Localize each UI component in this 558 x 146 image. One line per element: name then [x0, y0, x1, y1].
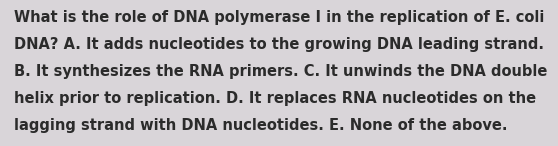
Text: DNA? A. It adds nucleotides to the growing DNA leading strand.: DNA? A. It adds nucleotides to the growi…: [14, 37, 544, 52]
Text: What is the role of DNA polymerase I in the replication of E. coli: What is the role of DNA polymerase I in …: [14, 10, 544, 25]
Text: B. It synthesizes the RNA primers. C. It unwinds the DNA double: B. It synthesizes the RNA primers. C. It…: [14, 64, 547, 79]
Text: helix prior to replication. D. It replaces RNA nucleotides on the: helix prior to replication. D. It replac…: [14, 91, 536, 106]
Text: lagging strand with DNA nucleotides. E. None of the above.: lagging strand with DNA nucleotides. E. …: [14, 118, 507, 133]
